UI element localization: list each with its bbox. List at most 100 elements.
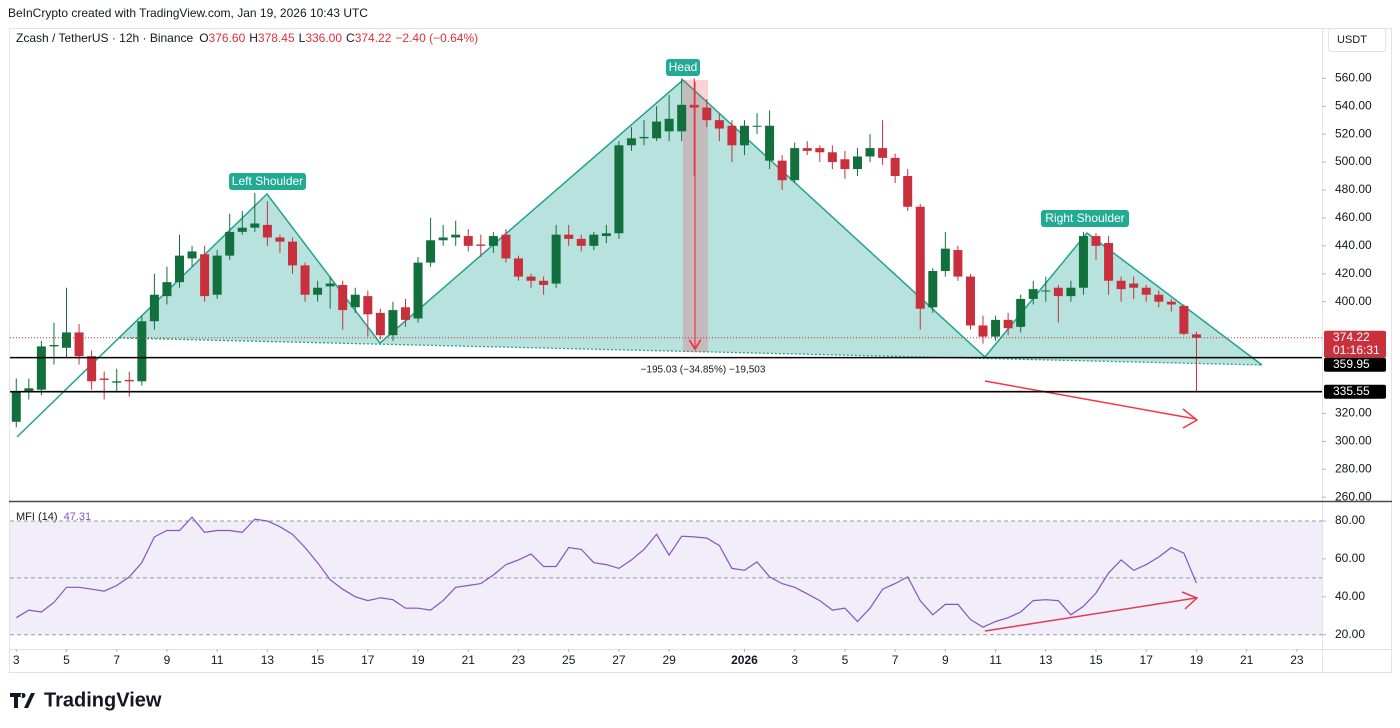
candle-body [1053, 287, 1063, 297]
trend-arrow [984, 597, 1197, 632]
candle-body [626, 138, 636, 146]
symbol-title: Zcash / TetherUS · 12h · Binance [16, 31, 194, 45]
x-tick-label: 7 [892, 653, 899, 667]
candle-body [476, 244, 486, 246]
right-shoulder-label: Right Shoulder [1045, 211, 1124, 225]
candle-body [777, 160, 787, 181]
price-line-label: 335.55 [1333, 384, 1370, 398]
legend-value: 336.00 [305, 31, 342, 45]
candle-body [978, 325, 988, 337]
trend-arrow [984, 380, 1197, 420]
candle-body [1016, 298, 1026, 327]
x-tick-label: 3 [13, 653, 20, 667]
candle-body [815, 148, 825, 153]
x-tick-label: 21 [462, 653, 476, 667]
candles [11, 78, 1201, 428]
mfi-legend: MFI (14) 47.31 [16, 511, 91, 523]
current-price-label: 374.22 [1333, 330, 1370, 344]
candle-body [426, 240, 436, 263]
candle-body [363, 296, 373, 315]
y-tick-label: 480.00 [1335, 182, 1372, 196]
x-tick-label: 29 [662, 653, 676, 667]
candle-body [1166, 301, 1176, 305]
x-tick-label: 11 [211, 653, 224, 667]
measure-label: −195.03 (−34.85%) −19,503 [641, 365, 766, 376]
candle-body [300, 265, 310, 295]
mfi-last-value: 47.31 [64, 511, 92, 523]
x-tick-label: 27 [612, 653, 626, 667]
candle-body [413, 262, 423, 319]
candle-body [501, 234, 511, 259]
neckline [118, 337, 1263, 366]
candle-body [689, 104, 699, 108]
candle-body [940, 248, 950, 271]
candle-body [1116, 280, 1126, 290]
y-tick-label: 300.00 [1335, 434, 1372, 448]
y-tick-label: 440.00 [1335, 238, 1372, 252]
candle-body [149, 294, 159, 322]
candle-body [890, 157, 900, 177]
x-tick-label: 13 [1039, 653, 1053, 667]
x-tick-label: 23 [1290, 653, 1304, 667]
candle-body [87, 356, 97, 382]
candle-body [388, 310, 398, 336]
y-tick-label: 540.00 [1335, 98, 1372, 112]
head-shoulders-pattern [16, 78, 1263, 438]
candle-body [1003, 319, 1013, 329]
candle-body [463, 236, 473, 246]
head-label: Head [669, 60, 698, 74]
x-tick-label: 3 [791, 653, 798, 667]
candle-body [49, 344, 59, 347]
candle-body [790, 148, 800, 181]
countdown-label: 01:16:31 [1333, 343, 1380, 357]
candle-body [802, 148, 812, 151]
candle-body [639, 136, 649, 139]
candle-body [275, 237, 285, 242]
candle-body [589, 234, 599, 246]
legend-value: 376.60 [209, 31, 246, 45]
candle-body [652, 121, 662, 139]
symbol-legend: Zcash / TetherUS · 12h · Binance O376.60 H… [16, 31, 478, 45]
candle-body [225, 231, 235, 256]
currency-button[interactable] [1328, 28, 1386, 52]
candle-body [174, 255, 184, 283]
candle-body [928, 270, 938, 308]
arrow-head [1181, 591, 1199, 610]
x-tick-label: 17 [1140, 653, 1154, 667]
candle-body [1154, 294, 1164, 302]
price-line-label: 359.95 [1333, 357, 1370, 371]
legend-key: L [299, 31, 306, 45]
candle-body [852, 156, 862, 170]
candle-body [1141, 287, 1151, 295]
x-tick-label: 2026 [731, 653, 758, 667]
candle-body [1091, 236, 1101, 246]
candle-body [614, 145, 624, 234]
candle-body [1191, 334, 1201, 338]
candle-body [1028, 289, 1038, 299]
x-tick-label: 7 [113, 653, 120, 667]
candle-body [1179, 305, 1189, 334]
legend-value: 374.22 [355, 31, 392, 45]
label-box [666, 59, 700, 76]
candle-body [488, 236, 498, 246]
y-tick-label: 260.00 [1335, 489, 1372, 503]
x-tick-label: 19 [411, 653, 425, 667]
candle-body [601, 233, 611, 237]
y-tick-label: 500.00 [1335, 154, 1372, 168]
candle-body [200, 254, 210, 297]
legend-key: O [199, 31, 208, 45]
candle-body [99, 378, 109, 380]
candle-body [375, 312, 385, 336]
price-line-box [1324, 384, 1386, 399]
candle-body [24, 388, 34, 393]
x-tick-label: 15 [311, 653, 325, 667]
candle-body [162, 282, 172, 297]
pattern-outline [16, 78, 1263, 438]
candle-body [1104, 243, 1114, 281]
x-tick-label: 21 [1240, 653, 1254, 667]
label-box [229, 173, 306, 190]
candle-body [991, 319, 1001, 337]
x-tick-label: 17 [361, 653, 375, 667]
candle-body [677, 104, 687, 132]
